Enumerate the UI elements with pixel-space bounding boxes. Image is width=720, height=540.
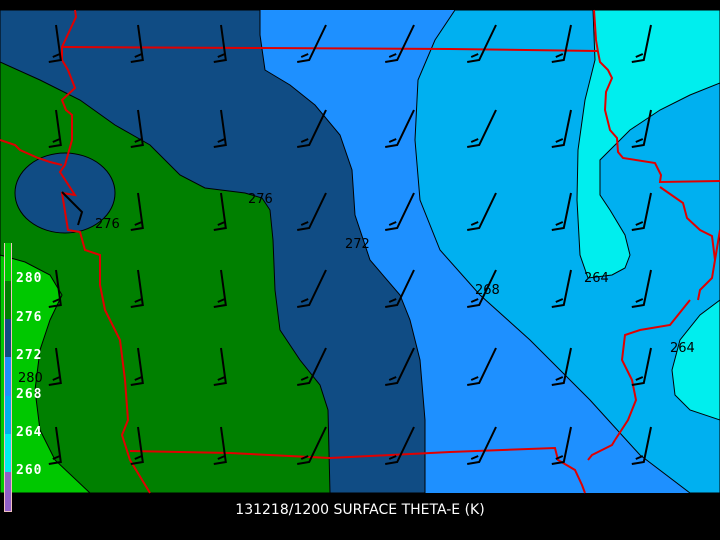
region-above-280: [0, 254, 92, 494]
legend-band-276: [4, 281, 12, 319]
wind-barb: [130, 192, 144, 231]
region-260-264-north: [576, 9, 720, 279]
wind-barb: [130, 347, 144, 386]
wind-barb: [297, 109, 327, 148]
contour-label: 276: [95, 217, 120, 232]
wind-barb: [48, 347, 62, 386]
legend-label: 272: [16, 348, 43, 363]
state-borders: [0, 9, 720, 494]
wind-barb: [213, 192, 227, 231]
wind-barb: [297, 269, 327, 308]
wind-barb: [551, 426, 572, 465]
legend-label: 276: [16, 310, 43, 325]
wind-barb: [385, 269, 415, 308]
wind-barb: [631, 269, 652, 308]
wind-barb: [213, 347, 227, 386]
wind-barb: [467, 347, 497, 386]
wind-barb: [467, 426, 497, 465]
legend-band-260: [4, 434, 12, 472]
contour-label: 264: [584, 271, 609, 286]
wind-barb: [385, 426, 415, 465]
legend-band-264: [4, 396, 12, 434]
wind-barb: [467, 192, 497, 231]
wind-barb: [213, 269, 227, 308]
legend-label: 260: [16, 463, 43, 478]
legend-band-268: [4, 357, 12, 396]
wind-barb: [213, 24, 227, 63]
wind-barb: [130, 426, 144, 465]
wind-barb: [48, 24, 62, 63]
wind-barb: [213, 426, 227, 465]
wind-barb: [385, 347, 415, 386]
legend-band-below-260: [4, 472, 12, 512]
wind-barb: [551, 109, 572, 148]
wind-barb: [48, 426, 62, 465]
wind-barb: [467, 109, 497, 148]
wind-barb: [551, 347, 572, 386]
wind-barb: [297, 192, 327, 231]
map-title: 131218/1200 SURFACE THETA-E (K): [235, 502, 485, 518]
wind-barb: [297, 24, 327, 63]
wind-barb: [385, 24, 415, 63]
legend-label: 264: [16, 425, 43, 440]
wind-barb: [130, 24, 144, 63]
wind-barb: [467, 269, 497, 308]
wind-barb: [48, 269, 62, 308]
wind-barb: [213, 109, 227, 148]
contour-label: 280: [18, 371, 43, 386]
region-264-268: [414, 9, 720, 494]
wind-barb: [551, 24, 572, 63]
region-260-264-south: [671, 299, 720, 421]
wind-barb: [467, 24, 497, 63]
wind-barb: [631, 426, 652, 465]
legend-band-280: [4, 243, 12, 281]
contour-label: 264: [670, 341, 695, 356]
wind-barbs: [48, 24, 652, 465]
wind-barb: [631, 192, 652, 231]
wind-barb: [297, 347, 327, 386]
wind-barb: [297, 426, 327, 465]
wind-barb: [61, 191, 84, 226]
legend-band-272: [4, 319, 12, 357]
contour-label: 268: [475, 283, 500, 298]
color-legend: 280 276 272 268 264 260: [4, 243, 41, 513]
wind-barb: [551, 192, 572, 231]
contour-label: 276: [248, 192, 273, 207]
wind-barb: [130, 109, 144, 148]
wind-barb: [631, 109, 652, 148]
legend-label: 280: [16, 271, 43, 286]
wind-barb: [48, 109, 62, 148]
filled-contours: [0, 9, 720, 494]
wind-barb: [551, 269, 572, 308]
wind-barb: [631, 24, 652, 63]
legend-label: 268: [16, 387, 43, 402]
contour-label: 272: [345, 237, 370, 252]
wind-barb: [631, 347, 652, 386]
wind-barb: [385, 109, 415, 148]
wind-barb: [385, 192, 415, 231]
contour-labels: 276 276 272 268 264 264 280: [18, 192, 695, 386]
wind-barb: [130, 269, 144, 308]
